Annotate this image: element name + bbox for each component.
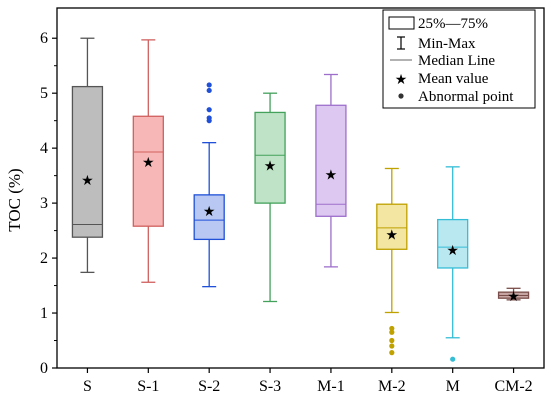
mean-star-icon: ★: [446, 244, 459, 259]
box-group-m: ★: [437, 166, 469, 362]
outlier-point: [389, 325, 395, 332]
mean-star-icon: ★: [81, 174, 94, 189]
mean-star-icon: ★: [264, 160, 277, 175]
plot-area: [56, 7, 545, 369]
box-group-s-3: ★: [254, 92, 286, 303]
x-tick-label: M-2: [378, 378, 406, 395]
box-group-s-2: ★: [193, 82, 225, 288]
legend-box-label: 25%—75%: [418, 16, 488, 32]
iqr-box: [254, 111, 286, 204]
y-tick-label: 5: [40, 85, 48, 102]
outlier-point: [389, 337, 395, 344]
outlier-point: [206, 82, 212, 88]
outlier-point: [206, 87, 212, 94]
axes-layer: 0 1 2 3 4 5 6 S S-1 S-2 S-3 M-1 M-2 M CM-2: [40, 30, 533, 395]
outlier-point: [389, 350, 395, 356]
boxes-layer: ★ ★ ★ ★ ★ ★ ★ ★: [71, 37, 530, 362]
y-axis-title: TOC (%): [5, 168, 24, 231]
iqr-box: [71, 85, 104, 238]
x-tick-label: S-1: [137, 378, 159, 395]
outlier-point: [389, 343, 395, 349]
box-group-s: ★: [71, 37, 104, 274]
box-group-m-2: ★: [376, 167, 408, 356]
iqr-box: [437, 218, 469, 269]
iqr-box: [132, 115, 164, 227]
legend-median-label: Median Line: [418, 53, 495, 69]
iqr-box: [376, 203, 408, 250]
x-tick-label: CM-2: [494, 378, 532, 395]
x-tick-label: M: [446, 378, 460, 395]
box-group-cm-2: ★: [497, 287, 530, 305]
mean-star-icon: ★: [386, 228, 399, 243]
y-tick-label: 6: [40, 30, 48, 47]
outlier-point: [389, 329, 395, 335]
outlier-point: [206, 107, 212, 113]
legend-outlier-swatch-icon: [398, 93, 404, 99]
box-group-m-1: ★: [315, 73, 347, 268]
mean-star-icon: ★: [325, 169, 338, 184]
x-tick-label: S: [83, 378, 92, 395]
legend-whisker-label: Min-Max: [418, 36, 476, 52]
legend-whisker-swatch: [397, 36, 405, 50]
x-tick-label: S-2: [198, 378, 220, 395]
legend: 25%—75% Min-Max Median Line ★ Mean value…: [382, 9, 536, 109]
mean-star-icon: ★: [203, 205, 216, 220]
mean-star-icon: ★: [142, 156, 155, 171]
outlier-point: [450, 356, 456, 362]
y-tick-label: 3: [40, 195, 48, 212]
x-tick-label: S-3: [259, 378, 281, 395]
legend-mean-swatch-icon: ★: [395, 73, 408, 88]
y-tick-label: 4: [40, 140, 48, 157]
box-group-s-1: ★: [132, 39, 164, 283]
y-tick-label: 0: [40, 360, 48, 377]
plot-frame: [56, 7, 545, 369]
y-tick-label: 1: [40, 305, 48, 322]
x-tick-label: M-1: [317, 378, 345, 395]
y-tick-label: 2: [40, 250, 48, 267]
iqr-box: [315, 104, 347, 217]
outlier-point: [206, 115, 212, 121]
mean-star-icon: ★: [507, 290, 520, 305]
legend-box-swatch: [388, 16, 415, 30]
legend-mean-label: Mean value: [418, 71, 489, 87]
iqr-box: [193, 194, 225, 241]
legend-outlier-label: Abnormal point: [418, 89, 514, 105]
